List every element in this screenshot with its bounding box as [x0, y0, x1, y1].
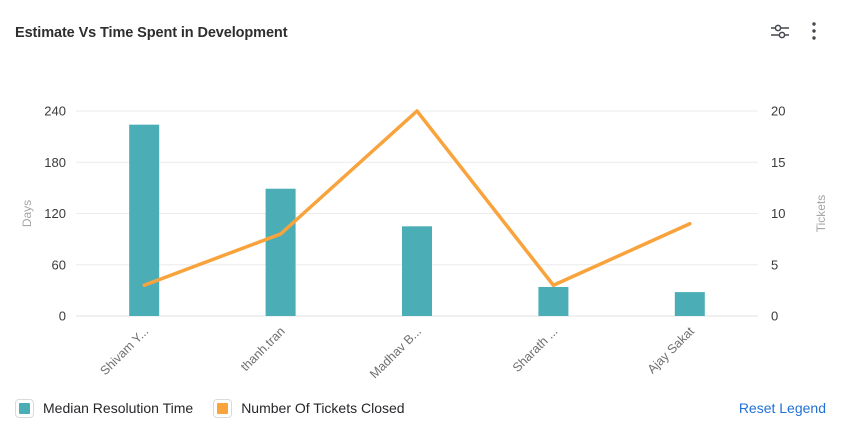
bar-median-resolution-time[interactable]	[538, 286, 569, 316]
y-left-tick-label: 0	[59, 309, 66, 324]
y-right-tick-label: 20	[771, 104, 785, 119]
y-right-tick-label: 10	[771, 206, 785, 221]
legend-label: Number Of Tickets Closed	[241, 400, 405, 416]
y-left-axis-title: Days	[20, 200, 34, 227]
line-series-swatch	[217, 402, 229, 414]
x-axis-label: Shivam Y...	[98, 324, 152, 378]
bar-median-resolution-time[interactable]	[402, 226, 432, 316]
legend-chip	[15, 398, 34, 418]
legend-chip	[213, 398, 233, 418]
bar-median-resolution-time[interactable]	[129, 124, 160, 316]
chart-footer: Median Resolution Time Number Of Tickets…	[15, 396, 826, 420]
y-left-tick-label: 120	[44, 206, 66, 221]
chart-menu-button[interactable]	[801, 19, 827, 45]
legend-item-median-resolution-time[interactable]: Median Resolution Time	[15, 398, 194, 418]
y-left-tick-label: 180	[44, 155, 66, 170]
x-axis-label: Madhav B...	[367, 324, 424, 381]
y-left-tick-label: 240	[44, 104, 66, 119]
x-axis-label: Sharath ...	[510, 324, 561, 375]
chart-settings-button[interactable]	[767, 19, 793, 45]
legend-label: Median Resolution Time	[43, 400, 194, 416]
y-right-tick-label: 5	[771, 257, 778, 272]
y-right-tick-label: 0	[771, 309, 778, 324]
chart-title: Estimate Vs Time Spent in Development	[15, 25, 288, 41]
bar-series-swatch	[19, 402, 30, 414]
legend: Median Resolution Time Number Of Tickets…	[15, 398, 425, 418]
bar-median-resolution-time[interactable]	[265, 188, 296, 316]
line-number-of-tickets-closed[interactable]	[142, 109, 692, 287]
x-axis-label: thanh.tran	[238, 324, 288, 374]
sliders-icon	[769, 21, 791, 44]
y-right-tick-label: 15	[771, 155, 785, 170]
legend-item-number-of-tickets-closed[interactable]: Number Of Tickets Closed	[213, 398, 405, 418]
y-right-axis-title: Tickets	[814, 195, 828, 233]
bar-median-resolution-time[interactable]	[674, 292, 705, 316]
x-axis-label: Ajay Sakat	[645, 324, 698, 377]
kebab-menu-icon	[811, 20, 817, 45]
header-actions	[767, 19, 827, 45]
y-left-tick-label: 60	[52, 257, 66, 272]
combo-chart: 0 60 120 180 240 0 5 10 15 20 Days Tickets Shivam Y.…	[20, 104, 828, 382]
reset-legend-link[interactable]: Reset Legend	[738, 400, 826, 416]
